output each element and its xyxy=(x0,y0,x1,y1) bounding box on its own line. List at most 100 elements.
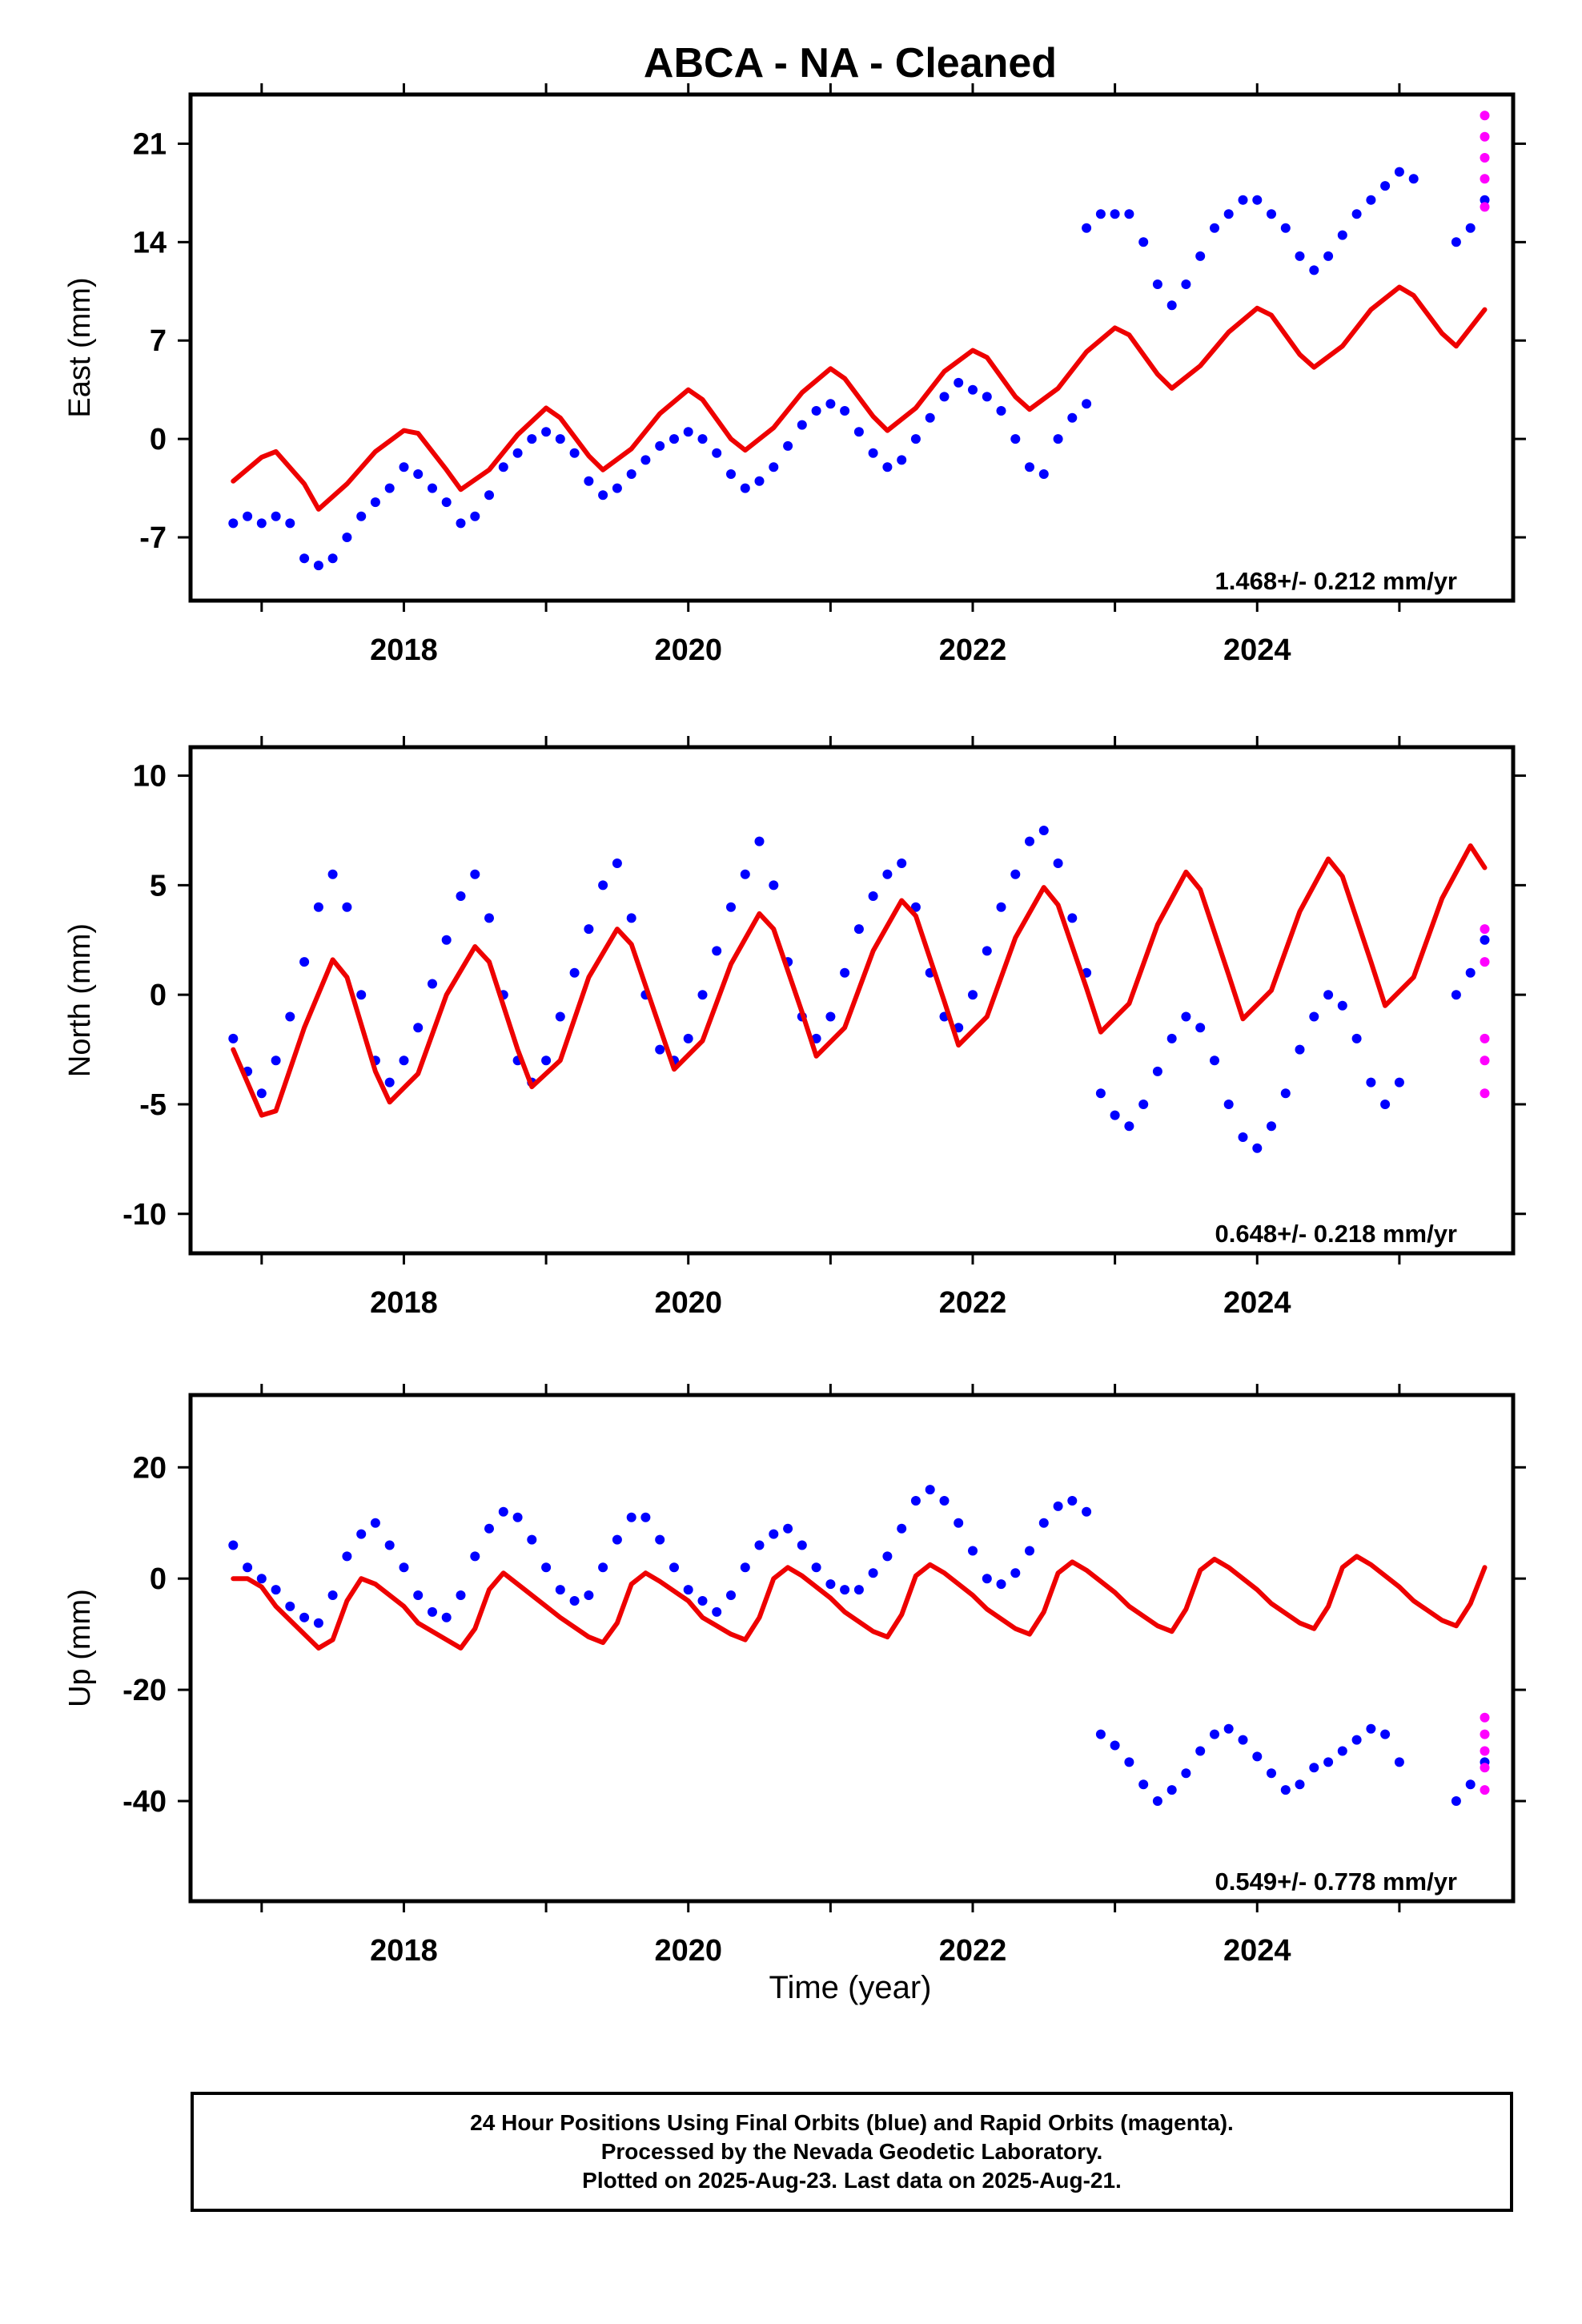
final-orbit-point xyxy=(783,1523,793,1534)
plot-frame xyxy=(188,92,1516,603)
final-orbit-point xyxy=(954,377,964,388)
final-orbit-point xyxy=(655,1044,665,1055)
final-orbit-point xyxy=(1252,1143,1263,1153)
final-orbit-point xyxy=(1366,1077,1376,1088)
final-orbit-point xyxy=(228,1540,239,1550)
final-orbit-point xyxy=(1067,1496,1078,1506)
final-orbit-point xyxy=(882,869,893,879)
final-orbit-point xyxy=(1323,1757,1334,1767)
final-orbit-point xyxy=(1366,195,1376,205)
final-orbit-point xyxy=(1323,990,1334,1000)
final-orbit-point xyxy=(1181,1011,1191,1022)
final-orbit-point xyxy=(541,1055,552,1066)
y-tick-label: 21 xyxy=(133,127,167,161)
final-orbit-point xyxy=(527,1534,537,1545)
x-tick-label: 2018 xyxy=(370,1934,438,1968)
final-orbit-point xyxy=(527,434,537,444)
final-orbit-point xyxy=(243,511,253,521)
y-tick-label: 0 xyxy=(150,1562,167,1596)
final-orbit-point xyxy=(313,1618,323,1628)
x-tick-label: 2020 xyxy=(654,1286,722,1320)
final-orbit-point xyxy=(428,1606,437,1617)
final-orbit-point xyxy=(1451,237,1461,247)
final-orbit-point xyxy=(754,1540,765,1550)
final-orbit-point xyxy=(868,1568,878,1578)
final-orbit-point xyxy=(612,1534,622,1545)
caption-box: 24 Hour Positions Using Final Orbits (bl… xyxy=(191,2092,1513,2212)
final-orbit-point xyxy=(982,392,992,402)
x-tick-label: 2022 xyxy=(939,633,1007,667)
rapid-orbit-point xyxy=(1480,153,1490,163)
final-orbit-point xyxy=(1195,1746,1206,1756)
final-orbit-point xyxy=(853,427,864,437)
final-orbit-point xyxy=(996,1579,1006,1590)
final-orbit-point xyxy=(1124,1757,1134,1767)
final-orbit-point xyxy=(882,1551,893,1562)
final-orbit-point xyxy=(1480,195,1490,205)
final-orbit-point xyxy=(1267,1121,1276,1132)
model-fit-line xyxy=(231,843,1488,1118)
final-orbit-point xyxy=(1252,195,1263,205)
final-orbit-point xyxy=(456,891,466,901)
x-tick-label: 2018 xyxy=(370,1286,438,1320)
final-orbit-point xyxy=(356,990,367,1000)
final-orbit-point xyxy=(1053,1501,1063,1511)
final-orbit-point xyxy=(954,1518,964,1528)
final-orbit-point xyxy=(669,1562,679,1573)
final-orbit-point xyxy=(413,469,424,479)
final-orbit-point xyxy=(1267,209,1276,219)
final-orbit-point xyxy=(1025,836,1034,846)
rapid-orbit-point xyxy=(1480,1729,1490,1739)
rapid-orbit-point xyxy=(1480,924,1490,935)
plot-area xyxy=(228,826,1490,1153)
caption-line-1: 24 Hour Positions Using Final Orbits (bl… xyxy=(470,2110,1234,2135)
final-orbit-point xyxy=(626,1512,636,1522)
panel-0: 2018 2020 2022 2024 -7 0 7 14 21 East (mm) 1.468+/… xyxy=(63,83,1526,667)
final-orbit-point xyxy=(769,462,779,472)
final-orbit-point xyxy=(228,518,239,529)
final-orbit-point xyxy=(256,518,267,529)
final-orbit-point xyxy=(399,462,409,472)
final-orbit-point xyxy=(1366,1723,1376,1734)
x-tick-label: 2024 xyxy=(1223,1286,1291,1320)
final-orbit-point xyxy=(399,1562,409,1573)
panel-2: 2018 2020 2022 2024 -40 -20 0 20 Up (mm) 0.549+/-… xyxy=(63,1384,1526,1968)
final-orbit-point xyxy=(612,858,622,868)
final-orbit-point xyxy=(840,967,850,978)
final-orbit-point xyxy=(1152,1796,1162,1806)
y-tick-label: 14 xyxy=(133,226,167,259)
final-orbit-point xyxy=(1223,1723,1234,1734)
final-orbit-point xyxy=(256,1574,267,1584)
final-orbit-point xyxy=(441,935,452,945)
y-tick-label: -10 xyxy=(122,1198,167,1232)
rapid-orbit-point xyxy=(1480,1055,1490,1066)
final-orbit-point xyxy=(555,434,565,444)
final-orbit-point xyxy=(1252,1751,1263,1762)
final-orbit-point xyxy=(1138,1779,1149,1790)
final-orbit-point xyxy=(1095,209,1106,219)
rapid-orbit-point xyxy=(1480,202,1490,212)
final-orbit-point xyxy=(1309,1011,1319,1022)
final-orbit-point xyxy=(271,511,281,521)
final-orbit-point xyxy=(384,1540,395,1550)
final-orbit-point xyxy=(1238,195,1248,205)
final-orbit-point xyxy=(1053,434,1063,444)
y-tick-label: 0 xyxy=(150,423,167,456)
final-orbit-point xyxy=(1451,1796,1461,1806)
final-orbit-point xyxy=(1451,990,1461,1000)
y-axis-label: North (mm) xyxy=(63,923,97,1077)
final-orbit-point xyxy=(669,434,679,444)
rapid-orbit-point xyxy=(1480,1746,1490,1756)
final-orbit-point xyxy=(1480,935,1490,945)
final-orbit-point xyxy=(811,1562,821,1573)
final-orbit-point xyxy=(1010,434,1021,444)
final-orbit-point xyxy=(1337,1000,1347,1011)
final-orbit-point xyxy=(470,511,480,521)
final-orbit-point xyxy=(327,553,338,564)
rapid-orbit-point xyxy=(1480,111,1490,121)
final-orbit-point xyxy=(1408,174,1419,184)
final-orbit-point xyxy=(456,518,466,529)
final-orbit-point xyxy=(1053,858,1063,868)
final-orbit-point xyxy=(783,440,793,451)
